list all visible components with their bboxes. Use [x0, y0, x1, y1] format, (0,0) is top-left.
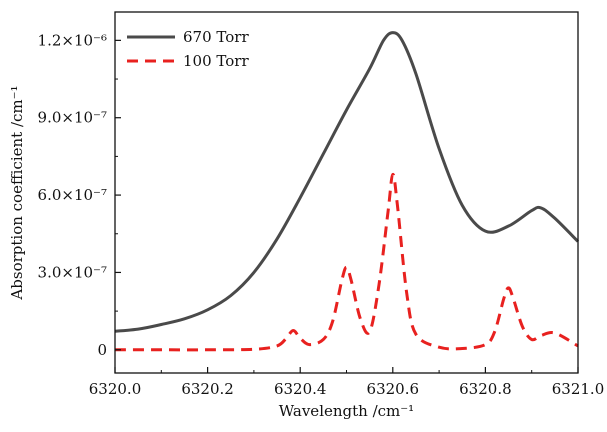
y-axis-title: Absorption coefficient /cm⁻¹	[8, 85, 26, 300]
x-tick-label: 6320.0	[89, 380, 142, 398]
x-tick-label: 6320.4	[274, 380, 327, 398]
x-tick-label: 6320.8	[459, 380, 512, 398]
series-line-670-torr	[114, 31, 580, 333]
y-tick-label: 6.0×10⁻⁷	[38, 186, 107, 204]
x-tick-label: 6320.2	[181, 380, 234, 398]
legend-label: 670 Torr	[183, 28, 249, 46]
x-tick-label: 6321.0	[552, 380, 605, 398]
series-line-100-torr	[115, 172, 579, 352]
y-tick-label: 0	[97, 341, 107, 359]
plot-area	[114, 31, 580, 352]
x-axis: 6320.0 6320.2 6320.4 6320.6 6320.8 6321.0	[89, 367, 605, 398]
legend: 670 Torr 100 Torr	[127, 28, 249, 70]
y-tick-label: 9.0×10⁻⁷	[38, 109, 107, 127]
x-tick-label: 6320.6	[367, 380, 420, 398]
x-axis-title: Wavelength /cm⁻¹	[279, 402, 414, 420]
y-axis: 0 3.0×10⁻⁷ 6.0×10⁻⁷ 9.0×10⁻⁷ 1.2×10⁻⁶	[38, 31, 121, 359]
y-tick-label: 3.0×10⁻⁷	[38, 263, 107, 281]
legend-label: 100 Torr	[183, 52, 249, 70]
y-tick-label: 1.2×10⁻⁶	[38, 31, 107, 49]
